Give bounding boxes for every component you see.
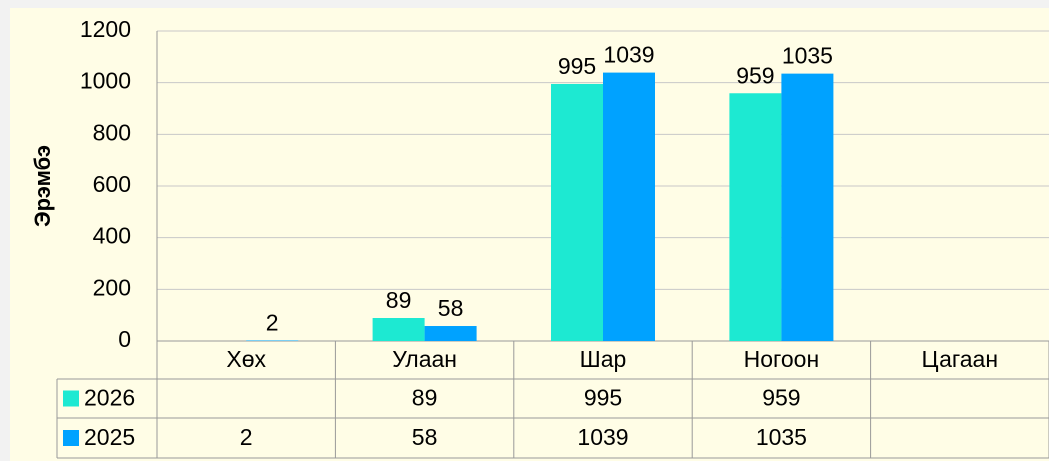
table-cell: 995 bbox=[584, 385, 622, 411]
chart-area bbox=[10, 8, 1049, 461]
y-axis-title: Эрэмбэ bbox=[30, 145, 55, 227]
table-cell: 2 bbox=[240, 424, 253, 450]
bar bbox=[551, 83, 603, 341]
data-label: 58 bbox=[438, 295, 464, 321]
legend-swatch bbox=[63, 390, 79, 407]
bar bbox=[424, 326, 477, 341]
table-cell: 959 bbox=[762, 385, 800, 411]
x-tick-label: Шар bbox=[580, 346, 627, 372]
table-cell: 58 bbox=[412, 424, 438, 450]
table-cell: 1035 bbox=[756, 424, 807, 450]
data-label: 2 bbox=[266, 310, 279, 336]
y-tick-label: 600 bbox=[93, 171, 131, 197]
y-tick-label: 1200 bbox=[80, 16, 131, 42]
x-tick-label: Улаан bbox=[392, 346, 457, 372]
x-tick-label: Ногоон bbox=[744, 346, 820, 372]
y-tick-label: 800 bbox=[93, 119, 131, 145]
y-tick-label: 400 bbox=[93, 223, 131, 249]
data-label: 1035 bbox=[782, 43, 833, 69]
bar bbox=[603, 72, 655, 341]
y-tick-label: 0 bbox=[118, 326, 131, 352]
legend-swatch bbox=[63, 430, 79, 446]
y-tick-label: 1000 bbox=[80, 68, 131, 94]
data-label: 1039 bbox=[603, 42, 654, 68]
data-label: 959 bbox=[736, 62, 774, 88]
bar bbox=[729, 93, 782, 341]
data-label: 995 bbox=[558, 53, 596, 79]
x-tick-label: Хөх bbox=[226, 346, 266, 372]
data-label: 89 bbox=[386, 287, 412, 313]
y-tick-label: 200 bbox=[93, 274, 131, 300]
legend-label: 2025 bbox=[84, 424, 135, 450]
table-cell: 1039 bbox=[577, 424, 628, 450]
table-cell: 89 bbox=[412, 385, 438, 411]
bar bbox=[372, 318, 425, 341]
bar bbox=[781, 73, 834, 341]
legend-label: 2026 bbox=[84, 385, 135, 411]
bar bbox=[246, 340, 299, 341]
x-tick-label: Цагаан bbox=[922, 346, 998, 372]
